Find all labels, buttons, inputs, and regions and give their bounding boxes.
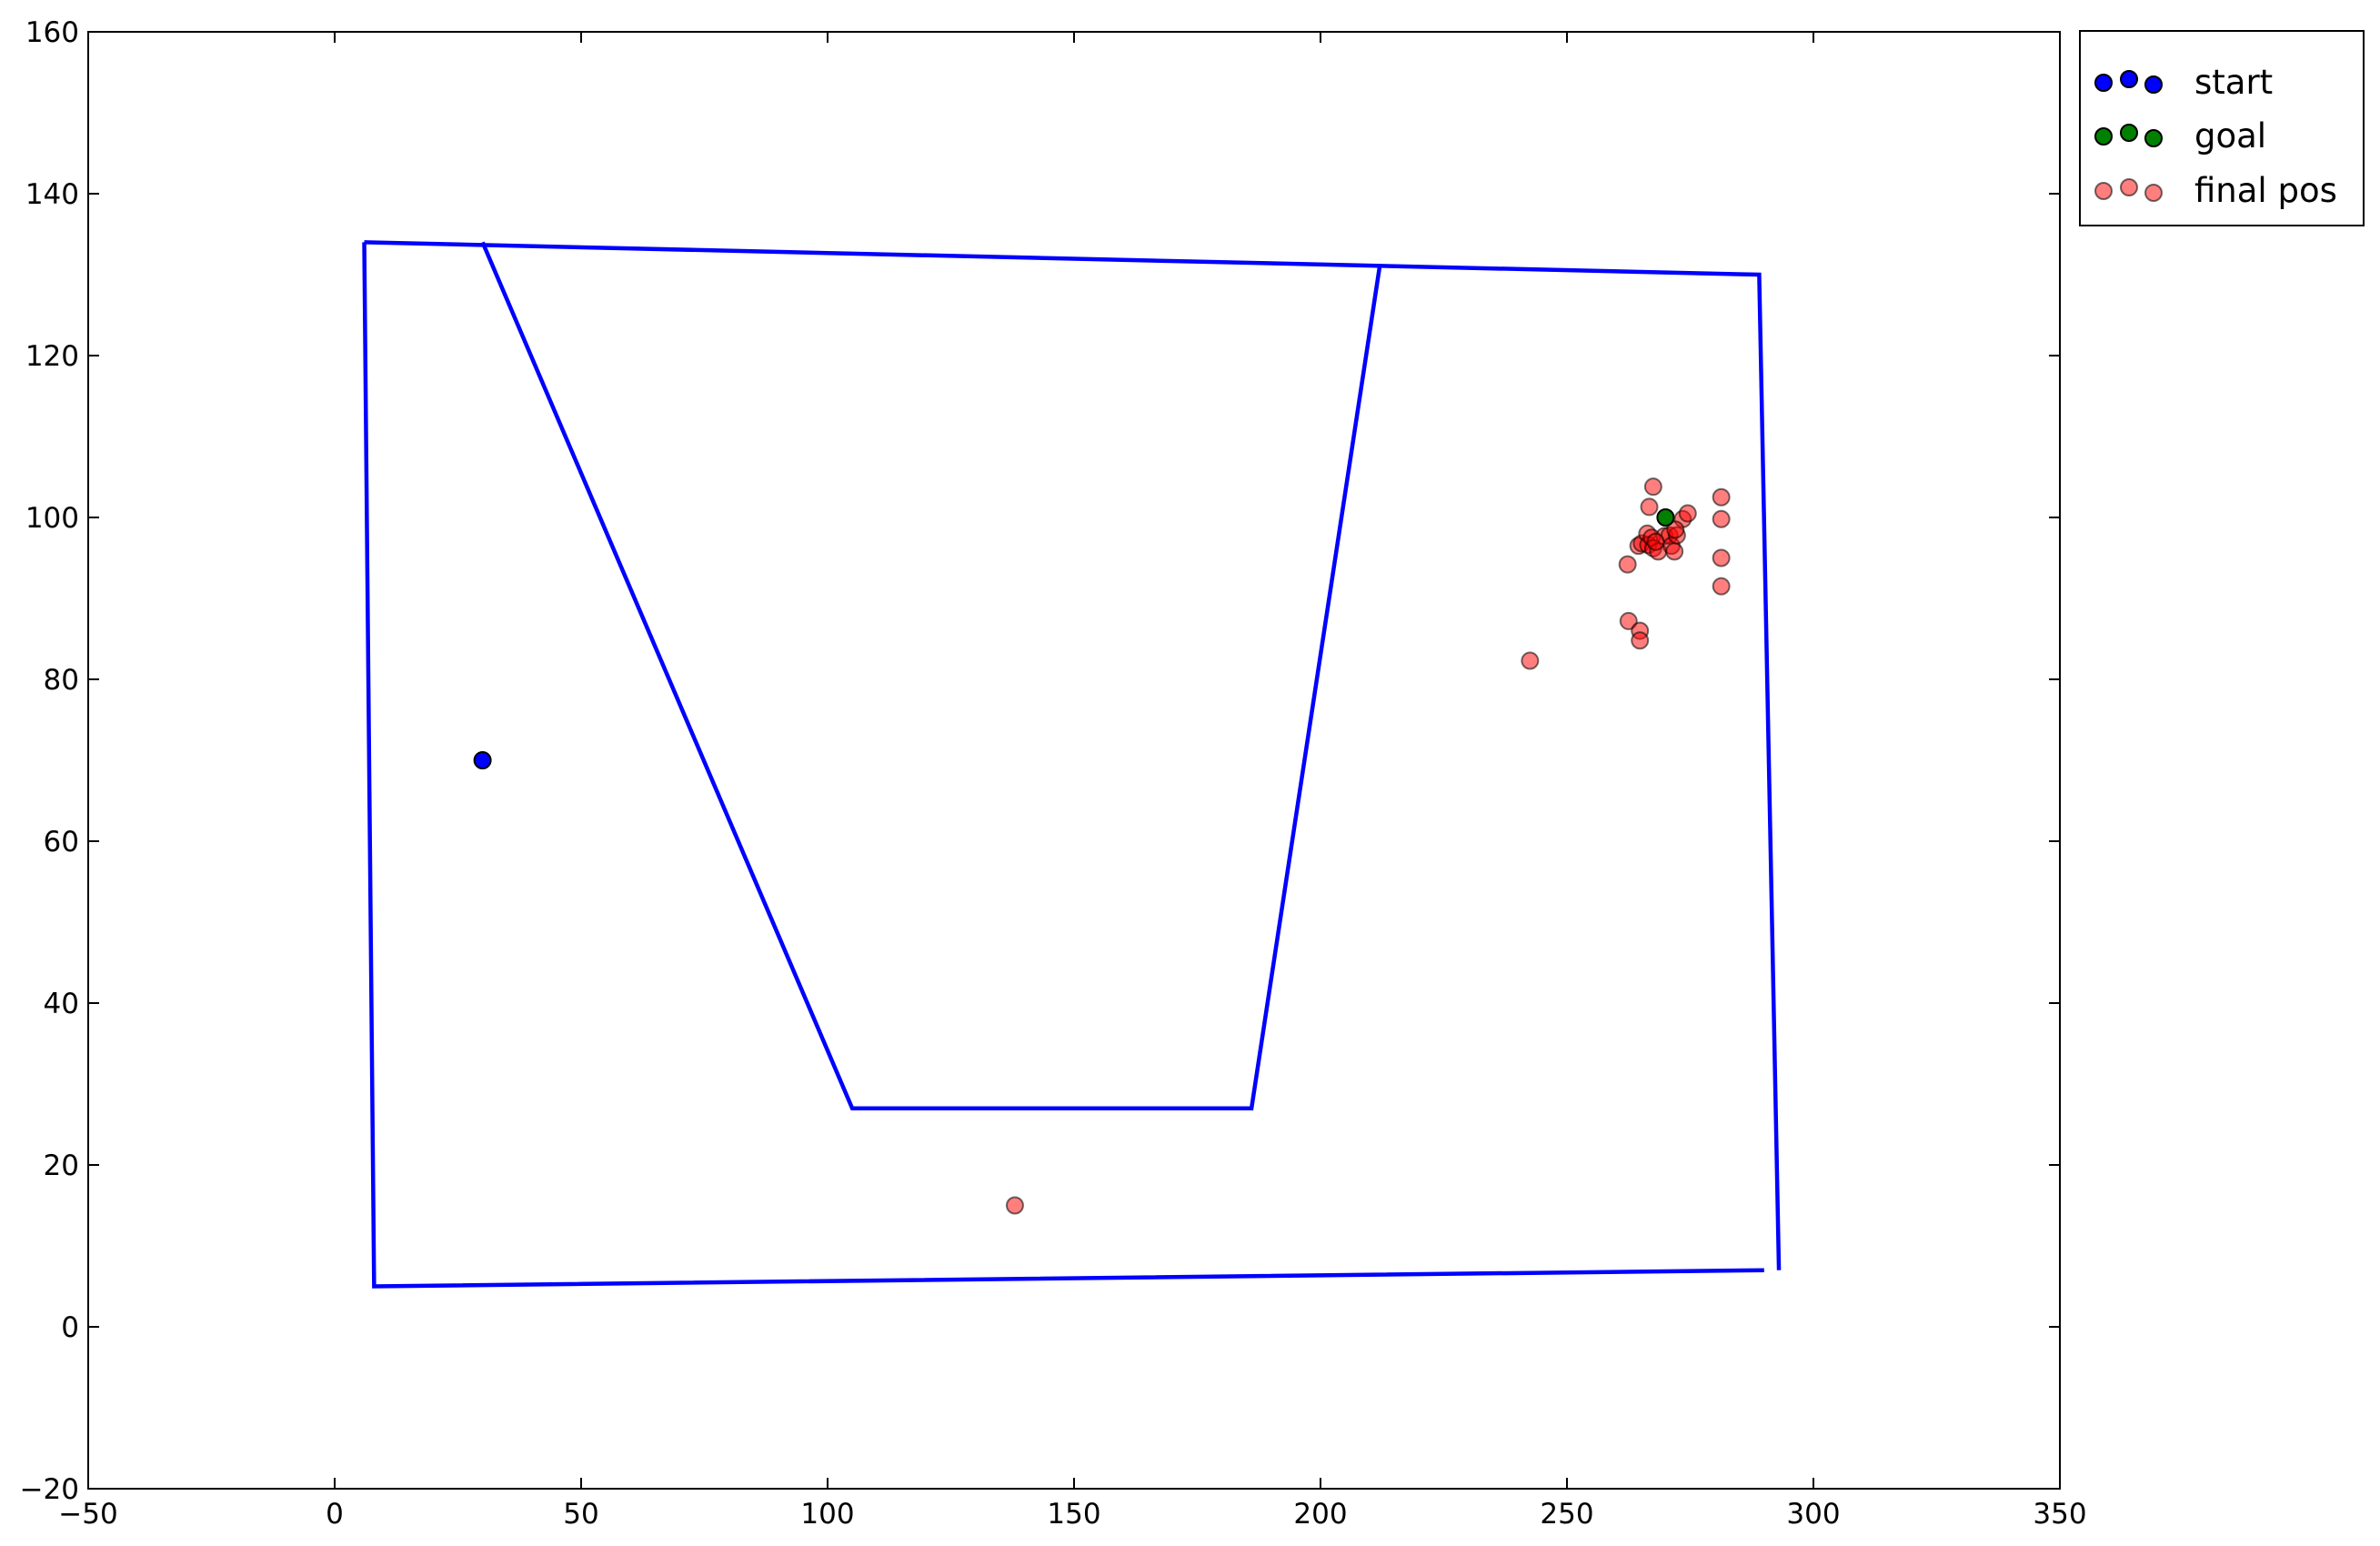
final-pos-point-23 xyxy=(1712,509,1731,528)
final-pos-point-21 xyxy=(1678,504,1697,523)
legend-label-final-pos: final pos xyxy=(2194,171,2337,210)
y-axis-ticks: −20 0 20 40 60 80 100 120 140 160 xyxy=(20,16,2060,1506)
x-tick-label: 0 xyxy=(326,1498,344,1531)
x-tick-label: 150 xyxy=(1047,1498,1100,1531)
y-tick-label: 60 xyxy=(44,826,79,858)
x-axis-ticks: −50 0 50 100 150 200 250 300 350 xyxy=(58,32,2087,1531)
final-pos-point-0 xyxy=(1005,1196,1024,1215)
y-tick-label: 120 xyxy=(25,340,79,373)
wall-lines xyxy=(362,240,1782,1289)
x-tick-label: −50 xyxy=(58,1498,117,1531)
x-tick-label: 200 xyxy=(1293,1498,1347,1531)
final-pos-point-22 xyxy=(1712,487,1731,507)
x-tick-label: 100 xyxy=(800,1498,854,1531)
legend-entry-start: start xyxy=(2094,63,2273,102)
legend-marker-goal-1 xyxy=(2120,124,2138,142)
goal-point-0 xyxy=(1656,508,1675,527)
wall-line-0 xyxy=(362,242,1764,1289)
x-tick-label: 300 xyxy=(1786,1498,1840,1531)
x-tick-label: 350 xyxy=(2033,1498,2086,1531)
final-pos-point-5 xyxy=(1618,555,1637,574)
legend-marker-start-1 xyxy=(2120,70,2138,88)
final-pos-point-11 xyxy=(1643,477,1662,497)
final-pos-point-10 xyxy=(1640,497,1659,517)
y-tick-label: 0 xyxy=(61,1311,79,1344)
legend-marker-goal-0 xyxy=(2094,127,2113,146)
final-pos-point-2 xyxy=(1619,611,1638,630)
legend-label-start: start xyxy=(2194,63,2273,102)
x-tick-label: 50 xyxy=(563,1498,598,1531)
y-tick-label: 140 xyxy=(25,178,79,211)
final-pos-point-18 xyxy=(1665,542,1684,561)
final-pos-point-4 xyxy=(1631,631,1650,650)
legend-entry-final-pos: final pos xyxy=(2094,171,2337,210)
final-pos-point-26 xyxy=(1646,532,1665,551)
start-point-0 xyxy=(473,751,492,769)
wall-line-2 xyxy=(480,241,1382,1110)
final-pos-point-24 xyxy=(1712,548,1731,567)
legend: start goal final pos xyxy=(2079,30,2365,226)
x-tick-label: 250 xyxy=(1540,1498,1593,1531)
legend-marker-start-0 xyxy=(2094,74,2113,92)
y-tick-label: −20 xyxy=(20,1473,79,1506)
y-tick-label: 160 xyxy=(25,16,79,49)
legend-marker-final-pos-1 xyxy=(2120,178,2138,196)
legend-marker-goal-2 xyxy=(2144,129,2163,147)
legend-marker-final-pos-2 xyxy=(2144,184,2163,202)
final-pos-point-27 xyxy=(1666,520,1685,539)
legend-entry-goal: goal xyxy=(2094,116,2266,156)
y-tick-label: 80 xyxy=(44,664,79,697)
legend-label-goal: goal xyxy=(2194,116,2266,156)
y-tick-label: 100 xyxy=(25,502,79,535)
wall-line-1 xyxy=(364,240,1782,1270)
y-tick-label: 40 xyxy=(44,988,79,1020)
data-points xyxy=(473,477,1731,1215)
legend-marker-final-pos-0 xyxy=(2094,182,2113,200)
legend-marker-start-2 xyxy=(2144,75,2163,94)
final-pos-point-1 xyxy=(1521,651,1540,670)
y-tick-label: 20 xyxy=(44,1149,79,1182)
final-pos-point-25 xyxy=(1712,577,1731,596)
